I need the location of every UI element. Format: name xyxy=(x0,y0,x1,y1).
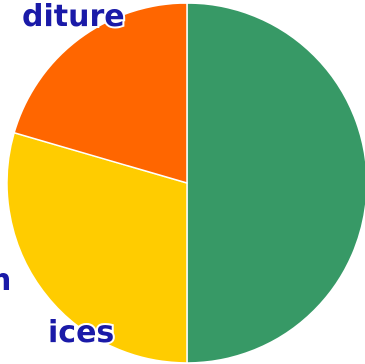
label-bottom-fragment-1: n xyxy=(0,263,11,298)
label-bottom-fragment-2: ices xyxy=(48,315,114,350)
pie-slice-3 xyxy=(13,2,188,184)
pie-slices xyxy=(6,2,365,364)
pie-slice-1 xyxy=(186,2,365,364)
pie-slice-2 xyxy=(6,131,188,364)
label-top-fragment: diture xyxy=(22,0,125,34)
